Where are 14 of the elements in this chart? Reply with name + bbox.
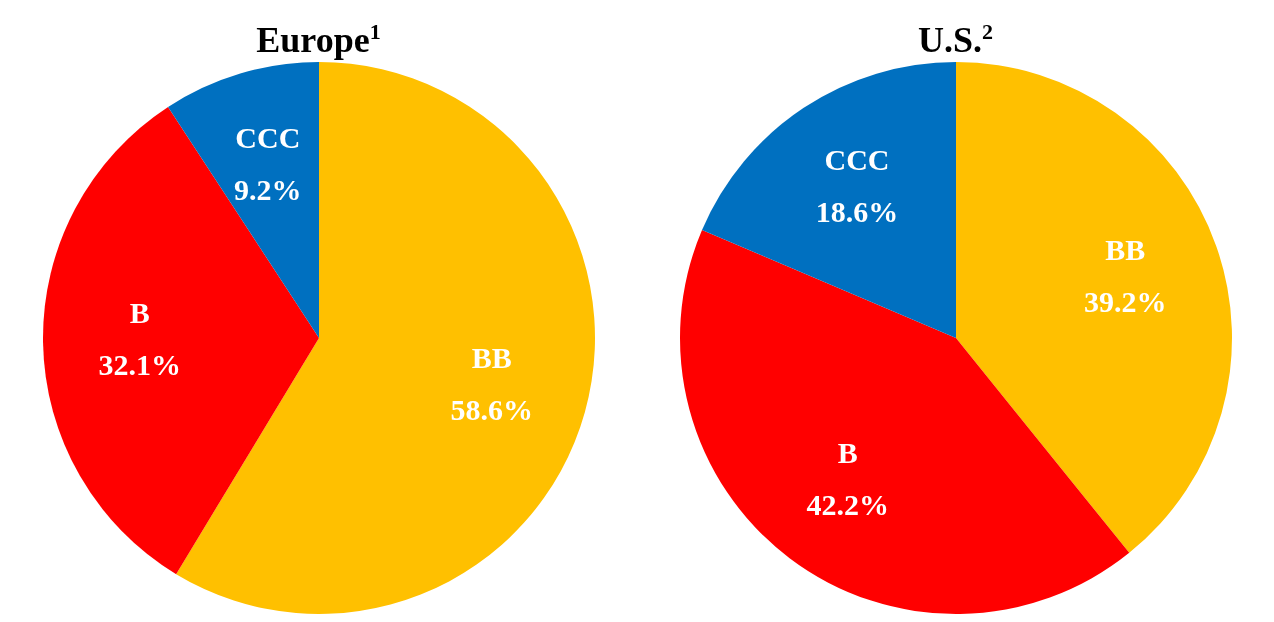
data-label: 32.1% [97, 347, 181, 381]
data-label: 42.2% [806, 487, 889, 521]
slice-label: B [837, 435, 858, 469]
slice-label: BB [471, 340, 512, 374]
slice-label: CCC [234, 120, 300, 154]
chart-title: U.S.$^{2}$ [917, 18, 994, 60]
data-label: 18.6% [815, 195, 898, 229]
slice-label: CCC [824, 143, 890, 177]
data-label: 58.6% [450, 392, 533, 426]
chart-title: Europe$^{1}$ [256, 18, 381, 60]
data-label: 9.2% [233, 172, 302, 206]
slice-label: B [129, 295, 150, 329]
data-label: 39.2% [1083, 285, 1166, 319]
slice-label: BB [1104, 233, 1145, 267]
